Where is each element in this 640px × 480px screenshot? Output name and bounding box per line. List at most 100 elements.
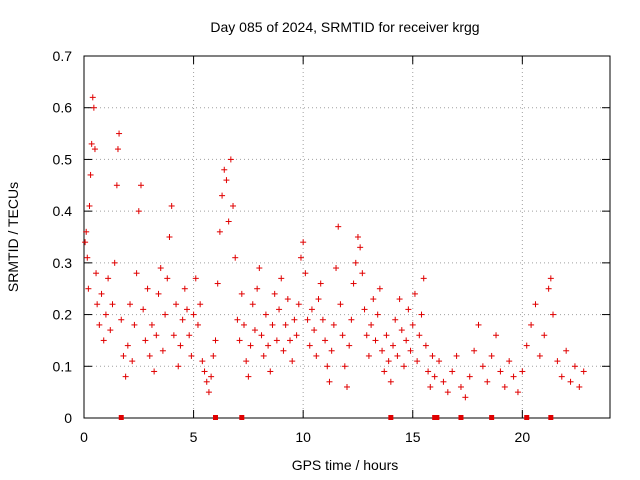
data-point bbox=[359, 270, 366, 277]
grid-lines bbox=[84, 56, 610, 418]
data-point bbox=[302, 270, 309, 277]
y-tick-label: 0.3 bbox=[53, 255, 73, 271]
data-point bbox=[258, 332, 265, 339]
data-point bbox=[260, 352, 267, 359]
data-point bbox=[374, 311, 381, 318]
data-point bbox=[330, 321, 337, 328]
data-point bbox=[536, 352, 543, 359]
data-point bbox=[293, 332, 300, 339]
data-point bbox=[135, 208, 142, 215]
data-point bbox=[453, 352, 460, 359]
y-tick-label: 0.7 bbox=[53, 48, 73, 64]
data-point bbox=[284, 296, 291, 303]
data-point bbox=[357, 244, 364, 251]
data-point bbox=[210, 352, 217, 359]
data-point bbox=[265, 342, 272, 349]
data-point bbox=[396, 296, 403, 303]
data-point bbox=[175, 363, 182, 370]
data-point bbox=[390, 342, 397, 349]
data-point bbox=[245, 373, 252, 380]
axis-marker bbox=[118, 415, 124, 420]
axis-marker bbox=[489, 415, 495, 420]
y-tick-label: 0.6 bbox=[53, 100, 73, 116]
data-point bbox=[407, 347, 414, 354]
data-point bbox=[186, 332, 193, 339]
data-point bbox=[216, 228, 223, 235]
y-axis-label: SRMTID / TECUs bbox=[5, 182, 21, 292]
data-point bbox=[127, 301, 134, 308]
data-point bbox=[532, 301, 539, 308]
data-point bbox=[368, 321, 375, 328]
data-point bbox=[192, 275, 199, 282]
data-point bbox=[398, 327, 405, 334]
data-point bbox=[471, 347, 478, 354]
data-point bbox=[376, 285, 383, 292]
data-point bbox=[148, 321, 155, 328]
data-point bbox=[547, 275, 554, 282]
data-point bbox=[484, 378, 491, 385]
data-point bbox=[361, 306, 368, 313]
data-point bbox=[308, 306, 315, 313]
data-point bbox=[541, 332, 548, 339]
data-point bbox=[324, 363, 331, 370]
data-point bbox=[409, 321, 416, 328]
x-tick-label: 20 bbox=[515, 429, 531, 445]
data-point bbox=[100, 337, 107, 344]
data-point bbox=[194, 321, 201, 328]
data-point bbox=[457, 383, 464, 390]
data-point bbox=[346, 342, 353, 349]
y-tick-label: 0 bbox=[64, 410, 72, 426]
data-point bbox=[418, 311, 425, 318]
y-tick-label: 0.2 bbox=[53, 307, 73, 323]
data-point bbox=[528, 321, 535, 328]
x-tick-label: 10 bbox=[295, 429, 311, 445]
data-point bbox=[335, 223, 342, 230]
data-point bbox=[385, 358, 392, 365]
data-point bbox=[365, 352, 372, 359]
data-point bbox=[144, 285, 151, 292]
x-tick-label: 15 bbox=[405, 429, 421, 445]
data-point bbox=[363, 332, 370, 339]
data-point bbox=[550, 311, 557, 318]
data-point bbox=[118, 316, 125, 323]
data-point bbox=[315, 296, 322, 303]
data-point bbox=[230, 202, 237, 209]
data-point bbox=[422, 342, 429, 349]
data-point bbox=[269, 321, 276, 328]
data-point bbox=[155, 290, 162, 297]
data-point bbox=[267, 368, 274, 375]
data-point bbox=[122, 373, 129, 380]
data-point bbox=[558, 373, 565, 380]
data-point bbox=[319, 316, 326, 323]
x-tick-label: 5 bbox=[190, 429, 198, 445]
y-tick-labels: 0 0.1 0.2 0.3 0.4 0.5 0.6 0.7 bbox=[53, 48, 73, 426]
data-point bbox=[354, 234, 361, 240]
data-point bbox=[107, 327, 114, 334]
chart-title: Day 085 of 2024, SRMTID for receiver krg… bbox=[210, 19, 479, 35]
data-point bbox=[197, 301, 204, 308]
axis-marker bbox=[458, 415, 464, 420]
data-point bbox=[140, 306, 147, 313]
data-point bbox=[212, 337, 219, 344]
x-axis-label: GPS time / hours bbox=[292, 457, 399, 473]
axis-marker bbox=[213, 415, 218, 420]
data-point bbox=[280, 347, 287, 354]
data-point bbox=[254, 285, 261, 292]
data-point bbox=[567, 378, 574, 385]
data-point bbox=[205, 389, 212, 396]
data-point bbox=[243, 358, 250, 365]
data-point bbox=[431, 373, 438, 380]
data-point bbox=[91, 146, 98, 153]
data-point bbox=[88, 140, 95, 147]
data-point bbox=[159, 347, 166, 354]
data-point bbox=[190, 311, 197, 318]
data-point bbox=[306, 342, 313, 349]
data-point bbox=[311, 327, 318, 334]
data-point bbox=[289, 358, 296, 365]
data-point bbox=[497, 368, 504, 375]
data-point bbox=[214, 280, 221, 287]
data-point bbox=[291, 316, 298, 323]
data-point bbox=[339, 332, 346, 339]
data-point bbox=[449, 368, 456, 375]
